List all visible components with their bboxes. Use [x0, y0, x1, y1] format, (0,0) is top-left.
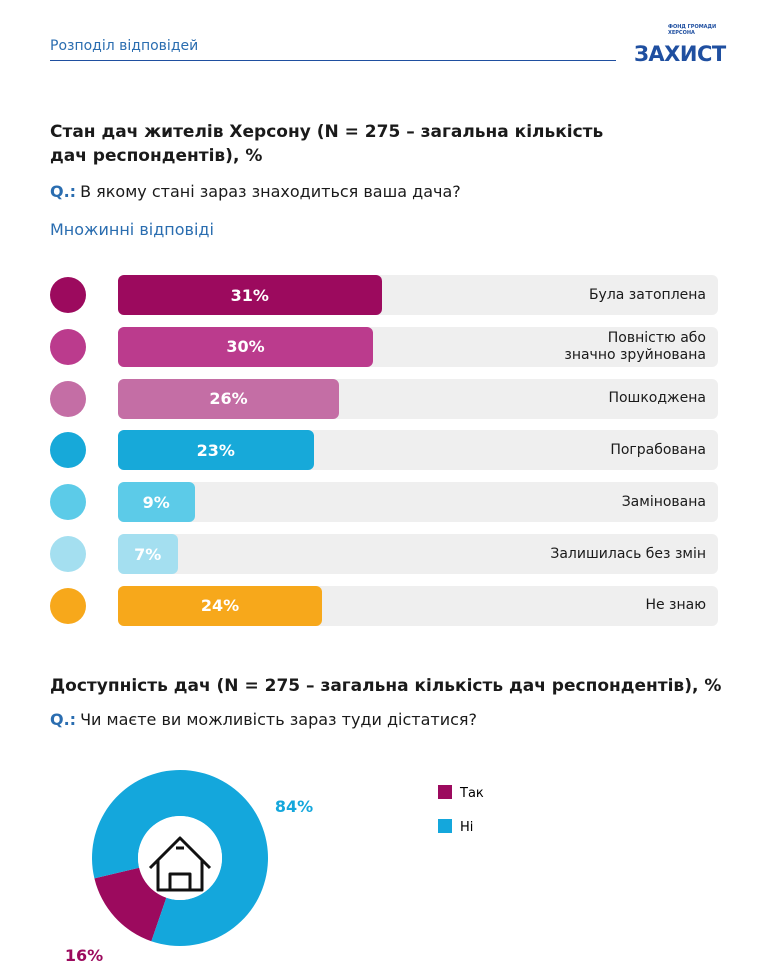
bar: 7%: [118, 534, 178, 574]
bar: 23%: [118, 430, 314, 471]
value-label: 9%: [142, 492, 170, 512]
rule: [50, 60, 616, 61]
icon: [50, 432, 86, 469]
bar-track: [118, 534, 718, 574]
bar: 9%: [118, 482, 195, 523]
icon: [50, 328, 86, 365]
bar: 24%: [118, 585, 322, 626]
icon: [50, 587, 86, 624]
category-label: Повністю або значно зруйнована: [564, 329, 706, 363]
logo-subtitle: ФОНД ГРОМАДИ ХЕРСОНА: [668, 24, 717, 36]
donut-slice: [91, 769, 269, 946]
bar: 31%: [118, 275, 382, 315]
category-label: Замінована: [621, 493, 706, 510]
house-icon: [148, 836, 212, 892]
value-label: 23%: [196, 440, 235, 460]
value-label: 7%: [134, 544, 162, 564]
bar: 26%: [118, 378, 339, 419]
bar: 30%: [118, 326, 373, 367]
category-label: Була затоплена: [588, 286, 706, 303]
legend-label: Ні: [460, 820, 473, 835]
legend-swatch: [438, 785, 452, 799]
section-title: Розподіл відповідей: [50, 38, 199, 54]
icon: [50, 277, 86, 313]
value-label: 16%: [65, 946, 103, 965]
value-label: 24%: [200, 596, 240, 616]
donut-slice: [94, 867, 167, 942]
question: Q.: В якому стані зараз знаходиться ваша …: [50, 182, 461, 201]
bar-track: [118, 482, 718, 523]
center: [138, 816, 222, 900]
icon: [50, 536, 86, 572]
question-prefix: Q.:: [50, 710, 77, 729]
subtitle: Множинні відповіді: [50, 220, 214, 239]
question-prefix: Q.:: [50, 182, 77, 201]
legend-label: Так: [459, 786, 484, 801]
question: Q.: Чи маєте ви можливість зараз туди діс…: [50, 710, 477, 729]
legend-swatch: [438, 819, 452, 833]
chart-title: Доступність дач (N = 275 – загальна кіль…: [50, 676, 722, 696]
value-label: 84%: [275, 797, 313, 816]
category-label: Пошкоджена: [608, 390, 706, 407]
category-label: Залишилась без змін: [550, 545, 706, 562]
chart-title: Стан дач жителів Херсону (N = 275 – зага…: [50, 122, 604, 166]
icon: [50, 380, 86, 417]
question-text: В якому стані зараз знаходиться ваша дач…: [80, 182, 461, 201]
question-text: Чи маєте ви можливість зараз туди дістат…: [80, 710, 478, 729]
category-label: Пограбована: [610, 441, 706, 458]
category-label: Не знаю: [645, 597, 706, 614]
value-label: 30%: [226, 337, 265, 357]
icon: [50, 484, 86, 521]
value-label: 31%: [230, 285, 269, 305]
value-label: 26%: [209, 389, 248, 409]
logo: ЗАХИСТ: [634, 42, 726, 66]
